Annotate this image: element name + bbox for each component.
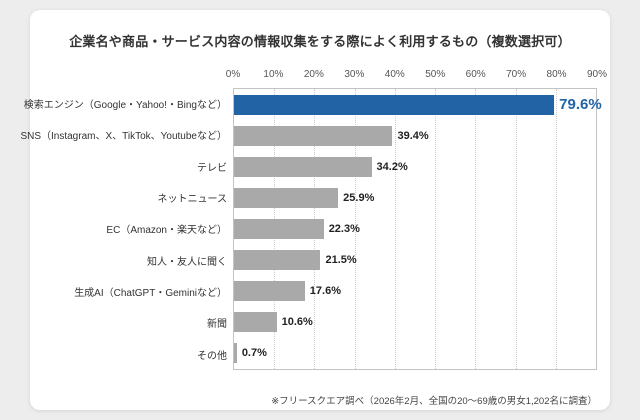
bar: [234, 187, 339, 208]
x-axis-tick: 50%: [425, 69, 446, 80]
gridline: [394, 89, 396, 369]
gridline: [555, 89, 557, 369]
value-label: 39.4%: [397, 129, 429, 142]
x-axis-tick: 90%: [586, 69, 608, 80]
value-label: 0.7%: [241, 347, 267, 360]
category-label: その他: [197, 350, 227, 362]
bar-row: 21.5%: [234, 245, 596, 276]
x-axis-tick: 30%: [344, 69, 365, 80]
x-axis-tick: 10%: [263, 69, 284, 80]
chart-card: 企業名や商品・サービス内容の情報収集をする際によく利用するもの（複数選択可） 0…: [20, 10, 610, 410]
bar-row: 25.9%: [234, 182, 596, 213]
bar-rows: 79.6% 39.4% 34.2% 25.9% 22.3% 21.5% 17.6% 10.6%…: [234, 89, 602, 369]
category-labels: 検索エンジン（Google・Yahoo!・Bingなど） SNS（Instagra…: [20, 88, 228, 370]
x-axis-tick: 80%: [546, 69, 567, 80]
bar: [234, 156, 372, 177]
category-label: 生成AI（ChatGPT・Geminiなど）: [74, 288, 227, 300]
value-label: 22.3%: [328, 222, 360, 235]
bar: [234, 343, 237, 364]
x-axis-tick: 60%: [465, 69, 486, 80]
value-label: 25.9%: [343, 191, 375, 204]
bar-highlighted: [234, 94, 555, 115]
category-label: 知人・友人に聞く: [147, 256, 227, 268]
category-label: ネットニュース: [157, 194, 228, 206]
x-axis: 0% 10% 20% 30% 40% 50% 60% 70% 80% 90%: [226, 69, 607, 83]
x-axis-tick: 0%: [225, 69, 241, 80]
bar-row: 17.6%: [234, 276, 596, 307]
category-label: 新聞: [207, 319, 227, 331]
bar: [234, 125, 393, 146]
gridline: [515, 89, 517, 369]
source-note: ※フリースクエア調べ（2026年2月、全国の20〜69歳の男女1,202名に調査…: [271, 396, 597, 407]
bar-row: 22.3%: [234, 213, 596, 244]
bar-row: 39.4%: [234, 120, 596, 151]
bar-row: 10.6%: [234, 307, 596, 338]
gridline: [435, 89, 437, 369]
bar: [234, 281, 305, 302]
bar-row: 34.2%: [234, 151, 596, 182]
value-label: 17.6%: [309, 285, 341, 298]
gridline: [354, 89, 356, 369]
bar-row: 0.7%: [234, 338, 596, 369]
chart-title: 企業名や商品・サービス内容の情報収集をする際によく利用するもの（複数選択可）: [69, 34, 571, 49]
value-label: 79.6%: [559, 96, 602, 114]
gridline: [475, 89, 477, 369]
x-axis-tick: 40%: [384, 69, 405, 80]
plot-area: 79.6% 39.4% 34.2% 25.9% 22.3% 21.5% 17.6% 10.6%…: [233, 88, 602, 370]
value-label: 21.5%: [325, 254, 357, 267]
value-label: 34.2%: [376, 160, 408, 173]
bar-row: 79.6%: [234, 89, 602, 120]
x-axis-tick: 20%: [303, 69, 324, 80]
x-axis-tick: 70%: [506, 69, 527, 80]
category-label: 検索エンジン（Google・Yahoo!・Bingなど）: [23, 100, 227, 112]
category-label: SNS（Instagram、X、TikTok、Youtubeなど）: [20, 131, 227, 143]
category-label: テレビ: [197, 162, 227, 174]
bar: [234, 312, 277, 333]
bar: [234, 218, 324, 239]
value-label: 10.6%: [281, 316, 313, 329]
category-label: EC（Amazon・楽天など）: [106, 225, 227, 237]
bar: [234, 250, 321, 271]
